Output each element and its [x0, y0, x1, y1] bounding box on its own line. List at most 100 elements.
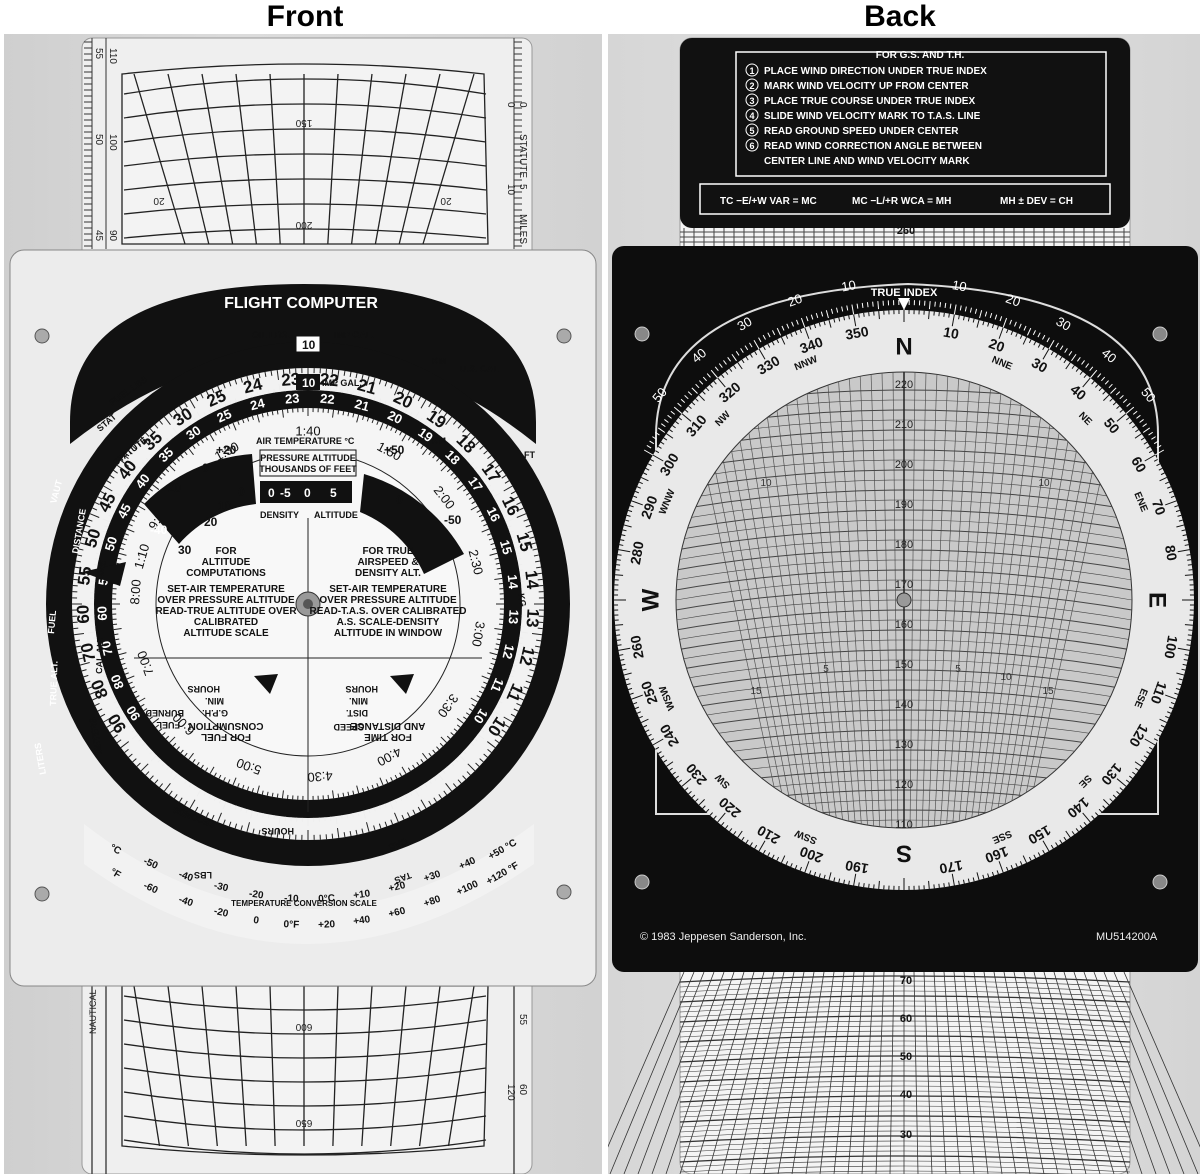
- tw-3: -40: [150, 523, 168, 537]
- dial-tick: [517, 558, 522, 560]
- back-top-grid: [680, 228, 1130, 246]
- dial-tick: [422, 448, 428, 456]
- dial-tick: [128, 681, 133, 685]
- dial-tick: [453, 728, 458, 732]
- compass-tick: [754, 351, 758, 356]
- pressure-alt-label: PRESSURE ALTITUDE: [260, 453, 356, 463]
- dial-tick: [124, 455, 129, 460]
- dial-tick: [218, 429, 222, 434]
- grid-arc: [679, 1030, 1131, 1038]
- grid-line: [1023, 971, 1073, 1174]
- air-temp-label: AIR TEMPERATURE °C: [256, 436, 355, 446]
- dial-tick: [145, 771, 150, 776]
- dial-tick: [256, 785, 260, 794]
- compass-tick: [972, 318, 975, 323]
- dial-tick: [154, 424, 159, 429]
- dial-tick: [480, 475, 485, 479]
- compass-tick: [1143, 755, 1148, 759]
- dial-tick: [273, 815, 276, 820]
- compass-tick: [1186, 644, 1191, 646]
- grid-line: [847, 971, 865, 1174]
- dial-tick: [211, 388, 215, 394]
- dial-tick: [385, 779, 389, 784]
- outer-tick: [796, 319, 799, 325]
- outer-ring-number: 13: [522, 608, 542, 628]
- dial-tick: [92, 507, 98, 511]
- compass-tick: [650, 458, 655, 462]
- degree-label: 60: [1128, 454, 1150, 476]
- outer-tick: [1126, 402, 1131, 407]
- outer-tick: [1136, 414, 1141, 419]
- outer-tick: [810, 314, 814, 320]
- dial-tick: [378, 805, 382, 810]
- front-rivets: [34, 328, 572, 902]
- q-tl-title: FOR ALTITUDE COMPUTATIONS: [186, 546, 266, 579]
- compass-tick: [640, 718, 649, 724]
- compass-tick: [733, 831, 737, 835]
- compass-tick: [878, 880, 880, 889]
- outer-tick: [872, 301, 874, 307]
- dial-tick: [89, 513, 100, 518]
- dial-tick: [276, 793, 279, 798]
- dial-tick: [102, 674, 107, 678]
- dial-tick: [98, 541, 103, 544]
- compass-tick: [794, 864, 798, 870]
- dial-tick: [433, 776, 437, 781]
- dial-tick: [525, 680, 531, 684]
- oil-lbs-label: OIL LBS.: [252, 330, 290, 340]
- compass-tick: [1148, 746, 1153, 750]
- compass-tick: [695, 798, 699, 802]
- outer-tick: [652, 436, 657, 440]
- grid-line: [973, 971, 1003, 1174]
- compass-tick: [754, 844, 758, 849]
- inner-ring-number: 11: [488, 676, 507, 695]
- dial-tick: [79, 542, 90, 546]
- outer-tick: [820, 311, 824, 317]
- outer-tick: [749, 342, 753, 348]
- grid-ray: [350, 73, 373, 245]
- compass-tick: [982, 321, 985, 326]
- step-number: 2: [749, 81, 754, 91]
- dial-tick: [246, 375, 250, 386]
- compass-tick: [633, 495, 638, 498]
- compass-tick: [1168, 490, 1174, 494]
- compass-tick: [998, 327, 1004, 339]
- dial-tick: [501, 729, 507, 733]
- dial-tick: [494, 557, 499, 560]
- dial-tick: [496, 638, 501, 641]
- dial-tick: [357, 811, 360, 817]
- degree-label: 280: [627, 540, 647, 566]
- compass-tick: [1175, 509, 1180, 513]
- outer-tick: [1153, 440, 1159, 445]
- degree-label: 340: [797, 333, 825, 356]
- dial-tick: [497, 572, 502, 575]
- dial-tick: [152, 718, 160, 724]
- compass-tick: [780, 336, 786, 345]
- dial-tick: [458, 754, 466, 762]
- dial-tick: [169, 736, 176, 743]
- dial-tick: [446, 437, 450, 442]
- compass-tick: [629, 505, 634, 508]
- dial-tick: [491, 547, 497, 550]
- compass-tick: [1186, 554, 1191, 556]
- outer-tick-label: 10: [951, 277, 968, 294]
- dial-tick: [173, 794, 178, 799]
- dial-tick: [495, 499, 500, 503]
- dial-tick: [516, 501, 522, 506]
- inner-ring-number: 90: [123, 703, 143, 723]
- temp-f-value: -40: [177, 894, 195, 909]
- dial-tick: [161, 441, 166, 446]
- outer-ring-number: 12: [515, 645, 538, 668]
- dial-tick: [78, 548, 84, 551]
- outer-tick: [772, 330, 776, 336]
- inner-ring-number: 20: [385, 407, 404, 427]
- dial-tick: [157, 445, 162, 450]
- outer-tick: [944, 302, 947, 308]
- dial-tick: [536, 639, 542, 642]
- dial-tick: [128, 724, 132, 728]
- dial-tick: [457, 424, 462, 429]
- grid-arc: [679, 1105, 1131, 1113]
- temp-c-value: -30: [213, 880, 230, 894]
- dial-tick: [89, 690, 100, 695]
